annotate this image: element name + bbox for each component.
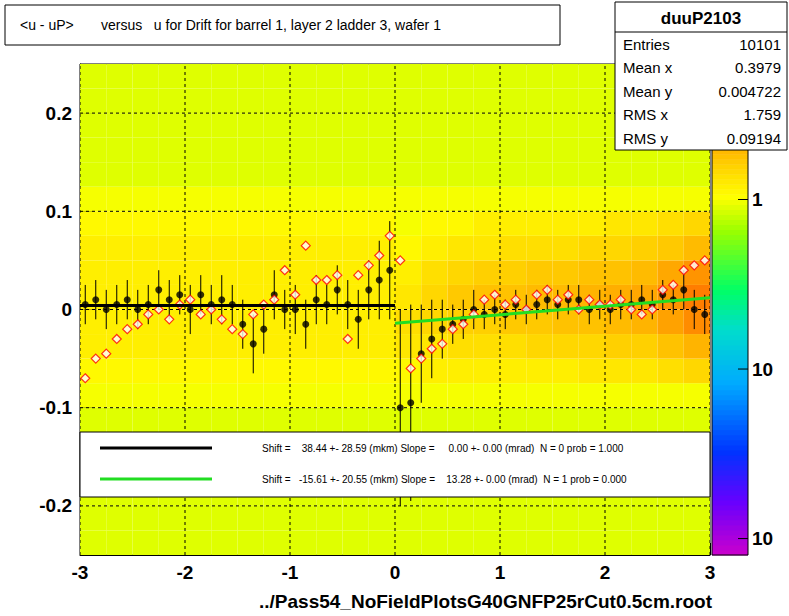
svg-text:0.1: 0.1: [46, 201, 73, 222]
svg-text:0.004722: 0.004722: [718, 83, 781, 100]
svg-text:0.2: 0.2: [46, 103, 72, 124]
svg-text:../Pass54_NoFieldPlotsG40GNFP2: ../Pass54_NoFieldPlotsG40GNFP25rCut0.5cm…: [259, 591, 713, 612]
svg-text:Mean y: Mean y: [623, 83, 673, 100]
svg-text:-0.1: -0.1: [39, 397, 72, 418]
svg-text:duuP2103: duuP2103: [661, 9, 741, 28]
svg-text:0: 0: [390, 562, 401, 583]
svg-text:Shift = 38.44 +- 28.59 (mkm: Shift = 38.44 +- 28.59 (mkm) Slope = 0.0…: [262, 443, 624, 454]
svg-text:3: 3: [705, 562, 716, 583]
svg-text:Entries: Entries: [623, 36, 670, 53]
svg-text:-2: -2: [177, 562, 194, 583]
svg-text:-0.2: -0.2: [39, 495, 72, 516]
svg-text:RMS x: RMS x: [623, 106, 669, 123]
svg-text:Shift = -15.61 +- 20.55 (mkm: Shift = -15.61 +- 20.55 (mkm) Slope = 13…: [262, 474, 627, 485]
svg-text:-3: -3: [72, 562, 89, 583]
svg-text:-1: -1: [282, 562, 299, 583]
svg-text:1: 1: [752, 189, 763, 210]
svg-text:10: 10: [752, 528, 773, 549]
svg-text:RMS y: RMS y: [623, 130, 669, 147]
svg-text:<u - uP> versus u for: <u - uP> versus u for Drift for barrel 1…: [20, 17, 441, 33]
svg-text:1.759: 1.759: [743, 106, 781, 123]
svg-text:Mean x: Mean x: [623, 59, 673, 76]
svg-text:10101: 10101: [739, 36, 781, 53]
svg-text:10: 10: [752, 359, 773, 380]
svg-text:0.3979: 0.3979: [735, 59, 781, 76]
svg-text:0: 0: [61, 299, 72, 320]
svg-text:2: 2: [600, 562, 611, 583]
svg-text:0.09194: 0.09194: [727, 130, 781, 147]
svg-text:1: 1: [495, 562, 506, 583]
